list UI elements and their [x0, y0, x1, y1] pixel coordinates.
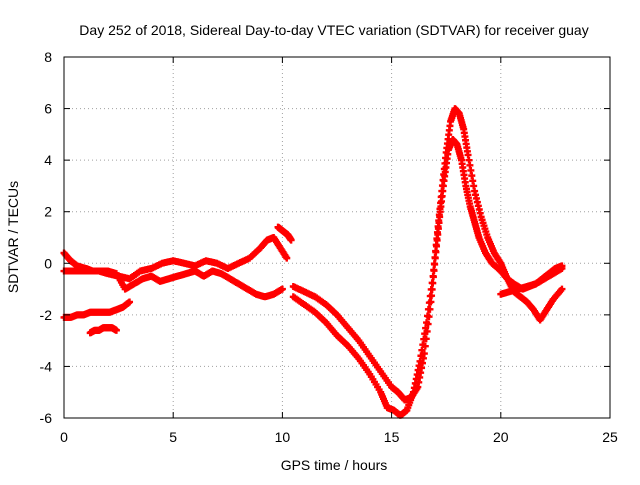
y-tick-label: -4	[40, 358, 53, 374]
plot-frame	[63, 56, 611, 419]
data-point	[558, 264, 566, 272]
data-point	[435, 211, 443, 219]
data-point	[287, 236, 295, 244]
y-tick-label: 6	[44, 101, 52, 117]
data-point	[424, 305, 432, 313]
x-tick-label: 0	[60, 429, 68, 445]
data-point	[437, 193, 445, 201]
y-tick-label: 8	[44, 49, 52, 65]
data-point	[425, 299, 433, 307]
data-series	[60, 298, 134, 321]
data-point	[423, 312, 431, 320]
data-point	[430, 266, 438, 274]
data-point	[436, 205, 444, 213]
x-axis-label: GPS time / hours	[281, 457, 388, 473]
x-tick-label: 25	[602, 429, 618, 445]
y-axis-label: SDTVAR / TECUs	[5, 181, 21, 293]
data-series	[60, 234, 291, 283]
grid-lines	[64, 57, 610, 418]
y-tick-label: -6	[40, 410, 53, 426]
y-tick-label: 4	[44, 152, 52, 168]
data-points	[60, 105, 566, 419]
data-point	[437, 199, 445, 207]
data-series	[289, 105, 566, 419]
data-point	[432, 247, 440, 255]
x-tick-label: 20	[493, 429, 509, 445]
data-point	[431, 253, 439, 261]
data-point	[426, 292, 434, 300]
chart-title: Day 252 of 2018, Sidereal Day-to-day VTE…	[79, 22, 588, 38]
x-tick-label: 10	[275, 429, 291, 445]
x-tick-label: 5	[169, 429, 177, 445]
data-series	[497, 264, 566, 298]
data-point	[112, 326, 120, 334]
data-point	[558, 285, 566, 293]
data-point	[278, 285, 286, 293]
data-point	[430, 260, 438, 268]
data-series	[274, 223, 295, 244]
data-point	[428, 279, 436, 287]
data-point	[126, 298, 134, 306]
data-point	[427, 285, 435, 293]
y-tick-label: -2	[40, 307, 53, 323]
data-point	[423, 319, 431, 327]
data-series	[86, 324, 120, 337]
data-series	[60, 267, 286, 301]
data-point	[429, 272, 437, 280]
x-tick-label: 15	[384, 429, 400, 445]
data-point	[435, 217, 443, 225]
data-series	[289, 136, 566, 404]
y-tick-label: 2	[44, 204, 52, 220]
data-point	[283, 254, 291, 262]
y-tick-label: 0	[44, 255, 52, 271]
data-point	[433, 228, 441, 236]
data-point	[434, 222, 442, 230]
axis-ticks: 0 5 10 15 20 25 -6 -4 -2 0 2 4 6 8	[40, 49, 618, 445]
data-point	[433, 235, 441, 243]
data-point	[432, 241, 440, 249]
